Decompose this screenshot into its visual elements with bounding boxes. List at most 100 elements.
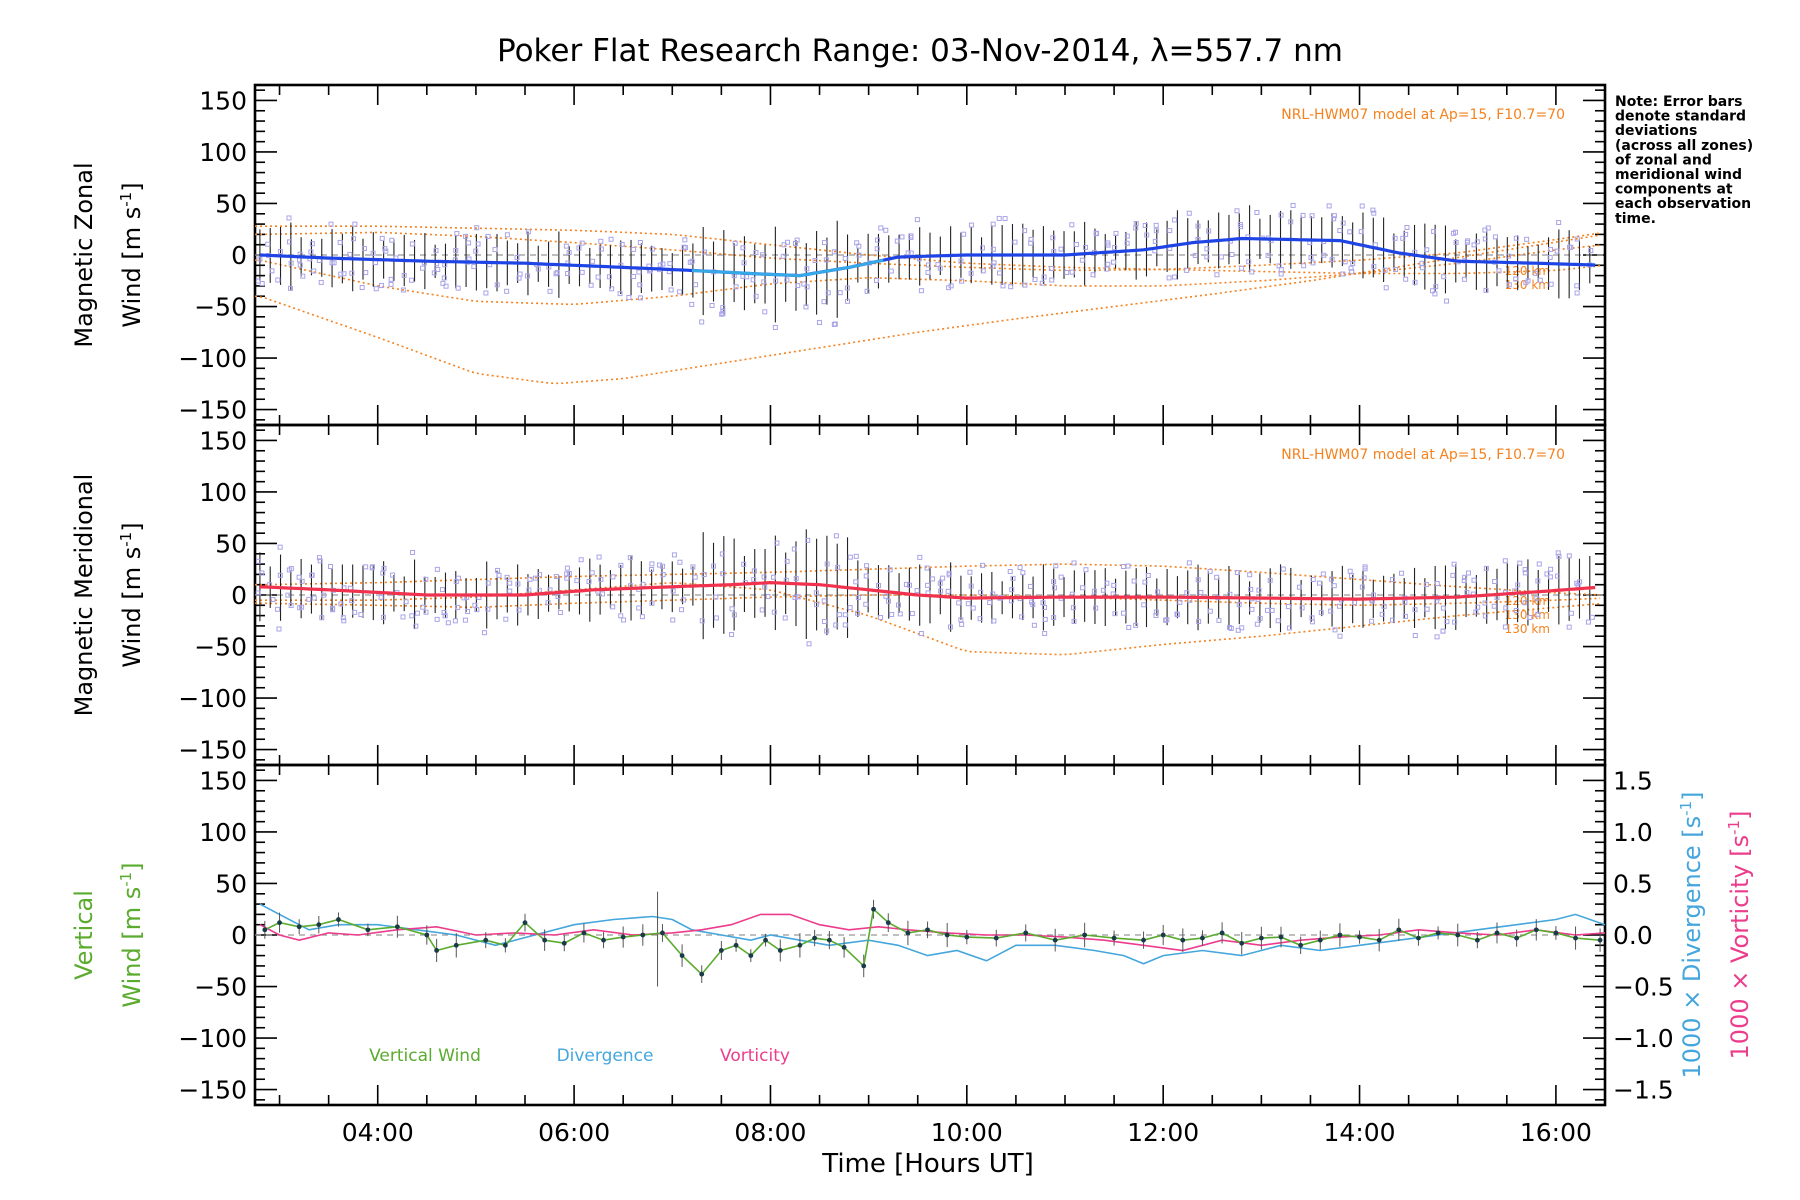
zone-marker: [388, 281, 394, 287]
zone-marker: [1359, 203, 1365, 209]
vertical-wind-point: [905, 930, 911, 936]
zone-marker: [503, 616, 509, 622]
zone-marker: [1513, 235, 1519, 241]
y-axis-label-sup: -1: [117, 532, 135, 547]
zone-marker: [637, 282, 643, 288]
zone-marker: [1029, 599, 1035, 605]
zone-marker: [750, 277, 756, 283]
note-line: denote standard: [1615, 109, 1746, 125]
model-label: NRL-HWM07 model at Ap=15, F10.7=70: [1281, 447, 1565, 463]
zone-marker: [1423, 582, 1429, 588]
zone-marker: [1382, 267, 1388, 273]
vertical-wind-point: [1111, 935, 1117, 941]
zone-marker: [842, 255, 848, 261]
zone-marker: [1577, 579, 1583, 585]
zone-marker: [958, 617, 964, 623]
zone-marker: [443, 283, 449, 289]
zone-marker: [1547, 254, 1553, 260]
zone-marker: [445, 620, 451, 626]
zone-marker: [455, 604, 461, 610]
zone-marker: [1379, 611, 1385, 617]
zone-marker: [1145, 573, 1151, 579]
zone-marker: [504, 232, 510, 238]
zone-marker: [1535, 611, 1541, 617]
zonal-wind-panel: −150 −100 −50 0 50 100 150 Magnetic Zonal Wind […: [70, 83, 1607, 427]
zone-marker: [1513, 607, 1519, 613]
zone-marker: [259, 570, 265, 576]
note-line: components at: [1615, 182, 1733, 198]
zone-marker: [1153, 612, 1159, 618]
legend-entry: Divergence: [557, 1046, 654, 1066]
zone-marker: [637, 239, 643, 245]
vertical-wind-point: [483, 937, 489, 943]
zone-marker: [259, 281, 265, 287]
zone-marker: [1434, 581, 1440, 587]
y-tick-label: 0: [231, 921, 247, 950]
zone-marker: [938, 588, 944, 594]
y-axis-label-sup: -1: [117, 192, 135, 207]
vorticity-line: [259, 913, 1606, 952]
zone-marker: [1174, 611, 1180, 617]
zone-marker: [617, 291, 623, 297]
zone-marker: [318, 279, 324, 285]
vertical-wind-point: [542, 937, 548, 943]
x-axis-label: Time [Hours UT]: [821, 1149, 1034, 1179]
zone-marker: [1142, 579, 1148, 585]
zone-marker: [1074, 242, 1080, 248]
zone-marker: [1430, 288, 1436, 294]
vertical-wind-point: [763, 937, 768, 943]
zone-marker: [1027, 583, 1033, 589]
zone-marker: [740, 245, 746, 251]
zone-marker: [692, 574, 698, 580]
zone-marker: [373, 286, 379, 292]
zone-marker: [649, 561, 655, 567]
vertical-wind-point: [1180, 937, 1186, 943]
model-label: NRL-HWM07 model at Ap=15, F10.7=70: [1281, 107, 1565, 123]
vertical-wind-point: [336, 917, 341, 922]
zone-marker: [1246, 259, 1252, 265]
zone-marker: [1218, 254, 1224, 260]
zone-marker: [1104, 580, 1110, 586]
zone-marker: [409, 277, 415, 283]
zone-marker: [759, 252, 765, 258]
zone-marker: [856, 252, 862, 258]
y-axis-label-close: ]: [118, 862, 146, 871]
zone-marker: [379, 283, 385, 289]
y-axis-label-sup: -1: [117, 872, 135, 887]
zone-marker: [959, 621, 965, 627]
zone-marker: [1359, 584, 1365, 590]
zone-marker: [626, 294, 632, 300]
zone-marker: [515, 581, 521, 587]
zone-marker: [1370, 207, 1376, 213]
zone-marker: [1204, 246, 1210, 252]
zone-marker: [286, 567, 292, 573]
zone-marker: [833, 533, 839, 539]
zone-marker: [358, 612, 364, 618]
zone-marker: [940, 575, 946, 581]
zone-marker: [821, 618, 827, 624]
zone-marker: [1234, 570, 1240, 576]
y-axis-label-line1: Magnetic Meridional: [70, 474, 98, 717]
zone-marker: [990, 591, 996, 597]
zone-marker: [1502, 624, 1508, 630]
zone-marker: [806, 641, 812, 647]
zone-marker: [855, 595, 861, 601]
zone-marker: [1574, 283, 1580, 289]
zone-marker: [1124, 233, 1130, 239]
y-tick-label: −100: [178, 684, 247, 713]
zone-marker: [1381, 603, 1387, 609]
zone-marker: [516, 607, 522, 613]
zone-marker: [1419, 260, 1425, 266]
zone-marker: [1371, 263, 1377, 269]
zone-marker: [1450, 572, 1456, 578]
zone-marker: [328, 221, 334, 227]
zone-marker: [883, 593, 889, 599]
y-axis-label-line2: Wind [m s-1]: [117, 182, 146, 327]
zone-marker: [1506, 282, 1512, 288]
zone-marker: [1482, 236, 1488, 242]
vertical-wind-point: [277, 920, 282, 926]
y-axis-label-close: ]: [118, 522, 146, 531]
zone-marker: [1290, 202, 1296, 208]
vertical-wind-point: [1597, 937, 1603, 943]
zone-marker: [277, 572, 283, 578]
